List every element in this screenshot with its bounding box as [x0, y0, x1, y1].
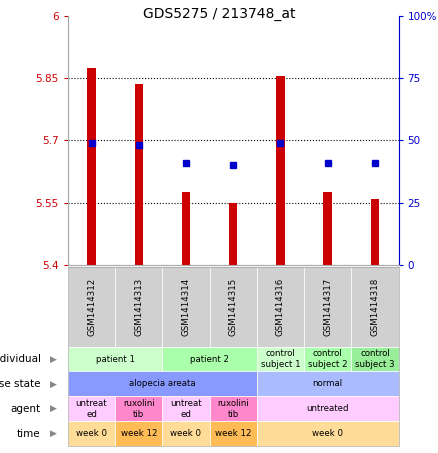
Text: GSM1414317: GSM1414317 [323, 278, 332, 336]
Text: GSM1414313: GSM1414313 [134, 278, 143, 336]
Text: GDS5275 / 213748_at: GDS5275 / 213748_at [143, 7, 295, 21]
Text: ▶: ▶ [49, 429, 57, 438]
Bar [371, 198, 379, 265]
Text: GSM1414315: GSM1414315 [229, 278, 238, 336]
Bar [182, 193, 190, 265]
Text: ▶: ▶ [49, 355, 57, 363]
Bar [134, 84, 143, 265]
Text: individual: individual [0, 354, 41, 364]
Bar [276, 76, 285, 265]
Text: alopecia areata: alopecia areata [129, 380, 196, 388]
Text: ▶: ▶ [49, 380, 57, 388]
Text: time: time [17, 429, 41, 439]
Text: week 0: week 0 [76, 429, 107, 438]
Text: GSM1414316: GSM1414316 [276, 278, 285, 336]
Text: untreat
ed: untreat ed [76, 399, 107, 419]
Text: control
subject 2: control subject 2 [308, 349, 347, 369]
Text: week 12: week 12 [215, 429, 251, 438]
Text: control
subject 3: control subject 3 [355, 349, 395, 369]
Text: untreated: untreated [307, 405, 349, 413]
Text: week 0: week 0 [170, 429, 201, 438]
Text: week 0: week 0 [312, 429, 343, 438]
Text: ruxolini
tib: ruxolini tib [217, 399, 249, 419]
Text: normal: normal [313, 380, 343, 388]
Text: agent: agent [11, 404, 41, 414]
Text: week 12: week 12 [120, 429, 157, 438]
Text: disease state: disease state [0, 379, 41, 389]
Bar [324, 193, 332, 265]
Text: GSM1414314: GSM1414314 [181, 278, 191, 336]
Text: untreat
ed: untreat ed [170, 399, 202, 419]
Bar [87, 68, 96, 265]
Text: ▶: ▶ [49, 405, 57, 413]
Text: ruxolini
tib: ruxolini tib [123, 399, 155, 419]
Text: patient 2: patient 2 [190, 355, 229, 363]
Bar [229, 203, 237, 265]
Text: patient 1: patient 1 [95, 355, 134, 363]
Text: GSM1414318: GSM1414318 [371, 278, 379, 336]
Text: control
subject 1: control subject 1 [261, 349, 300, 369]
Text: GSM1414312: GSM1414312 [87, 278, 96, 336]
